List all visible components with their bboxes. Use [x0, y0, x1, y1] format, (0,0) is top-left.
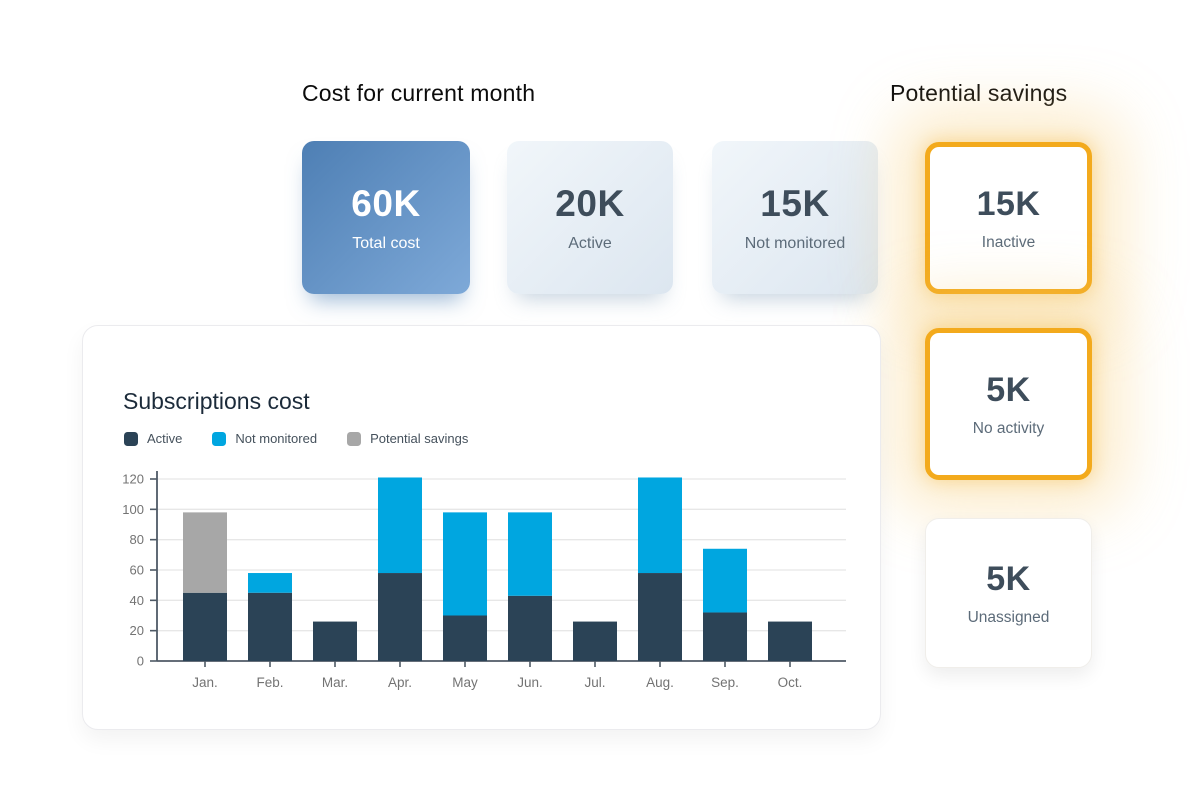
x-axis-tick-label: Apr.: [388, 675, 412, 690]
legend-label: Active: [147, 431, 183, 446]
bar-segment-potential-savings: [183, 512, 227, 593]
inactive-value: 15K: [976, 184, 1041, 223]
chart-legend: Active Not monitored Potential savings: [124, 431, 468, 446]
bar-segment-active: [768, 621, 812, 661]
y-axis-tick-label: 80: [130, 532, 144, 547]
x-axis-tick-label: Aug.: [646, 675, 674, 690]
legend-item-active[interactable]: Active: [124, 431, 182, 446]
bar-segment-active: [508, 595, 552, 661]
unassigned-label: Unassigned: [967, 608, 1050, 626]
bar-segment-active: [183, 592, 227, 661]
bar-segment-active: [703, 612, 747, 661]
subscriptions-cost-chart: 0 20 40 60 80 100 120 Jan. Feb. Mar. Apr. May Jun. Ju…: [122, 471, 846, 690]
legend-item-not-monitored[interactable]: Not monitored: [212, 431, 317, 446]
subscriptions-cost-card: Subscriptions cost Active Not monitored Po…: [82, 325, 881, 730]
bar-segment-active: [378, 573, 422, 661]
cost-section-title: Cost for current month: [302, 80, 536, 106]
savings-card-no-activity[interactable]: 5K No activity: [925, 328, 1092, 480]
x-axis-tick-label: Jul.: [584, 675, 605, 690]
total-cost-label: Total cost: [352, 234, 420, 252]
bar-segment-not-monitored: [378, 477, 422, 574]
y-axis-tick-label: 60: [130, 563, 144, 578]
x-axis-tick-label: Jan.: [192, 675, 218, 690]
x-axis-tick-label: Feb.: [256, 675, 283, 690]
bar-segment-active: [248, 592, 292, 661]
x-axis-tick-label: Sep.: [711, 675, 739, 690]
savings-card-unassigned[interactable]: 5K Unassigned: [925, 518, 1092, 668]
bar-segment-not-monitored: [703, 548, 747, 613]
bar-segment-active: [573, 621, 617, 661]
legend-swatch: [212, 431, 227, 446]
stat-card-total-cost[interactable]: 60K Total cost: [302, 141, 470, 294]
not-monitored-value: 15K: [760, 182, 830, 224]
bar-segment-not-monitored: [443, 512, 487, 616]
legend-label: Not monitored: [235, 431, 318, 446]
y-axis-tick-label: 120: [122, 472, 144, 487]
legend-item-potential-savings[interactable]: Potential savings: [347, 431, 468, 446]
not-monitored-label: Not monitored: [744, 234, 846, 252]
savings-section-title: Potential savings: [890, 80, 1068, 106]
no-activity-label: No activity: [972, 419, 1045, 437]
inactive-label: Inactive: [981, 233, 1036, 251]
y-axis-tick-label: 40: [130, 593, 144, 608]
y-axis-tick-label: 20: [130, 623, 144, 638]
bar-segment-active: [638, 573, 682, 661]
bar-segment-active: [313, 621, 357, 661]
x-axis-tick-label: Jun.: [517, 675, 543, 690]
bar-segment-not-monitored: [638, 477, 682, 574]
x-axis-tick-label: Oct.: [778, 675, 803, 690]
legend-swatch: [124, 431, 138, 446]
bar-segment-not-monitored: [248, 573, 292, 593]
active-value: 20K: [555, 182, 625, 224]
legend-label: Potential savings: [370, 431, 469, 446]
bar-segment-not-monitored: [508, 512, 552, 596]
legend-swatch: [347, 431, 362, 446]
active-label: Active: [568, 234, 612, 252]
x-axis-tick-label: Mar.: [322, 675, 348, 690]
stat-card-active[interactable]: 20K Active: [507, 141, 673, 294]
no-activity-value: 5K: [986, 370, 1031, 409]
x-axis-tick-label: May: [452, 675, 478, 690]
y-axis-tick-label: 100: [122, 502, 144, 517]
y-axis-tick-label: 0: [137, 654, 144, 669]
bar-segment-active: [443, 615, 487, 661]
chart-title: Subscriptions cost: [123, 388, 310, 414]
savings-card-inactive[interactable]: 15K Inactive: [925, 142, 1092, 294]
unassigned-value: 5K: [986, 559, 1031, 598]
total-cost-value: 60K: [351, 182, 421, 224]
stat-card-not-monitored[interactable]: 15K Not monitored: [712, 141, 878, 294]
